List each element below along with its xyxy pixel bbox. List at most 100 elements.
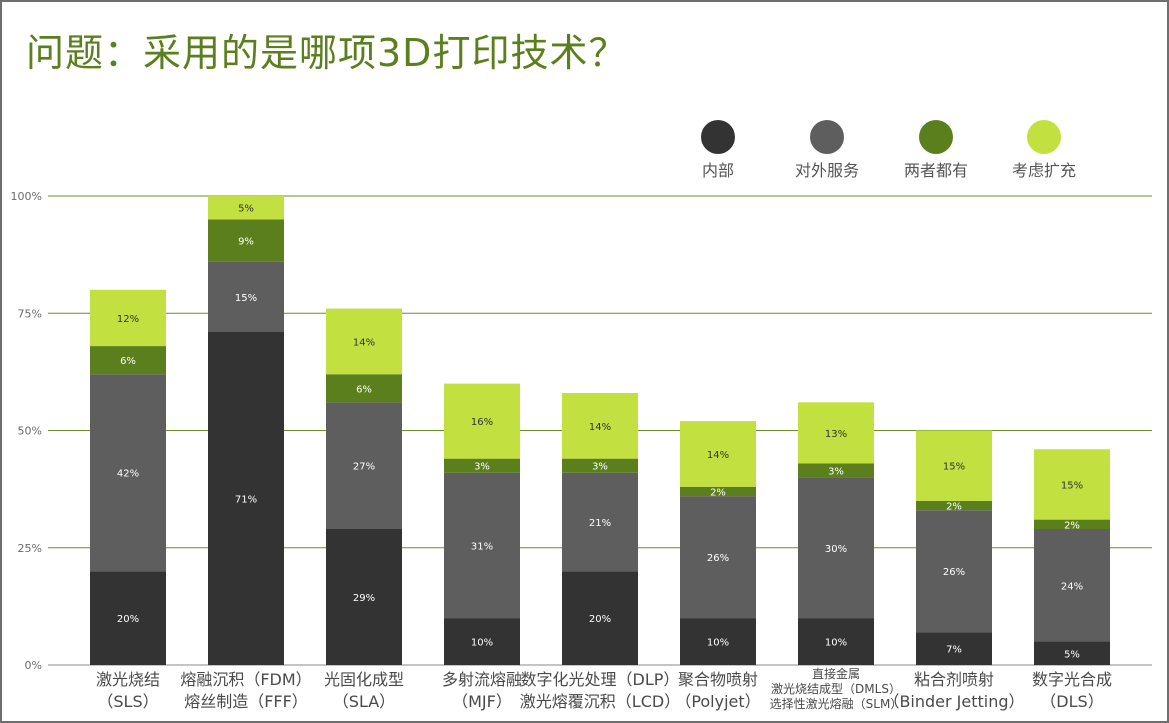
data-label: 31% — [471, 541, 493, 552]
legend: 内部 对外服务 两者都有 考虑扩充 — [701, 120, 1076, 180]
bar-segment — [916, 430, 992, 501]
data-label: 6% — [356, 384, 372, 395]
bar-segment — [680, 496, 756, 619]
x-category-line: 激光熔覆沉积（LCD） — [520, 692, 680, 711]
bar-segment — [208, 219, 284, 262]
y-tick-label: 25% — [18, 542, 42, 555]
bar-segment — [562, 392, 638, 459]
y-tick-label: 50% — [18, 425, 42, 438]
legend-item: 对外服务 — [795, 120, 859, 180]
data-label: 7% — [946, 645, 962, 656]
x-category-label: 粘合剂喷射 （Binder Jetting） — [883, 670, 1024, 711]
x-category-line: 熔丝制造（FFF） — [184, 692, 308, 711]
bar-segment — [798, 618, 874, 665]
legend-swatch — [701, 120, 735, 154]
x-category-label: 数字光合成 （DLS） — [1032, 670, 1112, 711]
data-label: 10% — [471, 638, 493, 649]
bar-segment — [798, 463, 874, 478]
data-label: 15% — [1061, 480, 1083, 491]
data-label: 27% — [353, 462, 375, 473]
bar-segment — [916, 500, 992, 511]
y-tick-label: 75% — [18, 307, 42, 320]
legend-swatch — [1027, 120, 1061, 154]
bar-segment — [916, 510, 992, 633]
x-category-line: 粘合剂喷射 — [914, 670, 994, 689]
bar-segment — [562, 472, 638, 572]
bar-segment — [90, 346, 166, 375]
bars: 20% 42% 6% 12% 71% 15% 9% 5% 29% 27% 6% 14% 10% 31% 3%… — [90, 196, 1110, 665]
data-label: 2% — [710, 487, 726, 498]
data-label: 30% — [825, 544, 847, 555]
y-tick-label: 100% — [11, 190, 42, 203]
data-label: 12% — [117, 314, 139, 325]
legend-item: 考虑扩充 — [1012, 120, 1076, 180]
bar-segment — [326, 308, 402, 375]
x-category-line: （MJF） — [452, 692, 512, 711]
bar-segment — [444, 383, 520, 459]
bar-segment — [1034, 519, 1110, 529]
data-label: 2% — [946, 502, 962, 513]
x-category-line: （Polyjet） — [675, 692, 760, 711]
bar-segment — [208, 196, 284, 220]
data-label: 10% — [825, 638, 847, 649]
data-label: 5% — [238, 204, 254, 215]
data-label: 29% — [353, 593, 375, 604]
x-category-label: 聚合物喷射 （Polyjet） — [675, 670, 760, 711]
bar-stack: 20% 42% 6% 12% — [90, 289, 166, 665]
x-category-label: 激光烧结 （SLS） — [96, 670, 160, 711]
bar-stack: 7% 26% 2% 15% — [916, 430, 992, 665]
bar-stack: 20% 21% 3% 14% — [562, 392, 638, 665]
data-label: 14% — [707, 450, 729, 461]
bar-segment — [90, 289, 166, 347]
bar-stack: 29% 27% 6% 14% — [326, 308, 402, 665]
x-category-line: 光固化成型 — [324, 670, 404, 689]
legend-label: 两者都有 — [904, 161, 968, 180]
data-label: 10% — [707, 638, 729, 649]
bar-segment — [562, 571, 638, 665]
bar-segment — [208, 261, 284, 333]
legend-label: 内部 — [702, 161, 734, 180]
data-label: 16% — [471, 417, 493, 428]
bar-segment — [680, 486, 756, 497]
x-category-line: 选择性激光熔融（SLM） — [770, 696, 903, 711]
x-category-line: （Binder Jetting） — [883, 692, 1024, 711]
legend-item: 内部 — [701, 120, 735, 180]
x-category-line: 数字化光处理（DLP） — [521, 670, 680, 689]
x-category-line: 数字光合成 — [1032, 670, 1112, 689]
bar-segment — [798, 477, 874, 619]
x-category-line: 聚合物喷射 — [678, 670, 758, 689]
data-label: 15% — [943, 462, 965, 473]
x-category-line: 激光烧结 — [96, 670, 160, 689]
bar-segment — [444, 458, 520, 473]
bar-segment — [1034, 528, 1110, 642]
x-category-line: （SLS） — [97, 692, 158, 711]
bar-segment — [798, 402, 874, 464]
bar-segment — [1034, 641, 1110, 665]
chart-title: 问题：采用的是哪项3D打印技术？ — [26, 31, 628, 75]
bar-segment — [208, 332, 284, 665]
x-category-line: （SLA） — [333, 692, 395, 711]
data-label: 20% — [589, 614, 611, 625]
data-label: 20% — [117, 614, 139, 625]
bar-segment — [444, 472, 520, 619]
bar-stack: 5% 24% 2% 15% — [1034, 449, 1110, 665]
data-label: 21% — [589, 518, 611, 529]
data-label: 9% — [238, 237, 254, 248]
bar-segment — [90, 374, 166, 572]
data-label: 13% — [825, 429, 847, 440]
legend-label: 对外服务 — [795, 161, 859, 180]
bar-segment — [326, 374, 402, 403]
x-category-label: 数字化光处理（DLP） 激光熔覆沉积（LCD） — [520, 670, 680, 711]
bar-segment — [680, 618, 756, 665]
x-axis: 激光烧结 （SLS） 熔融沉积（FDM） 熔丝制造（FFF） 光固化成型 （SLA） 多射流… — [96, 666, 1112, 711]
legend-item: 两者都有 — [904, 120, 968, 180]
data-label: 42% — [117, 469, 139, 480]
bar-stack: 10% 26% 2% 14% — [680, 421, 756, 665]
data-label: 2% — [1064, 520, 1080, 531]
data-label: 26% — [943, 567, 965, 578]
data-label: 5% — [1064, 649, 1080, 660]
data-label: 6% — [120, 356, 136, 367]
x-category-line: 直接金属 — [812, 666, 860, 681]
legend-label: 考虑扩充 — [1012, 161, 1076, 180]
